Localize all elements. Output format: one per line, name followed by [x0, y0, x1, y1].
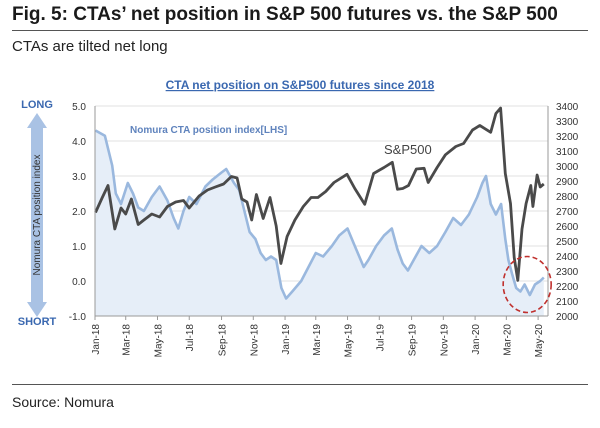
- right-tick-label: 2000: [556, 312, 579, 323]
- left-tick-label: -1.0: [69, 312, 87, 323]
- side-axis-label: Nomura CTA position index: [32, 155, 43, 276]
- figure-title: Fig. 5: CTAs’ net position in S&P 500 fu…: [12, 4, 558, 25]
- x-tick-label: Jul-19: [375, 324, 386, 352]
- axis-annotation-short: SHORT: [18, 316, 57, 328]
- right-tick-label: 2200: [556, 282, 579, 293]
- source-rule: [12, 384, 588, 385]
- right-tick-label: 2600: [556, 222, 579, 233]
- long-short-arrow: [27, 113, 47, 317]
- x-tick-label: Sep-18: [218, 324, 229, 357]
- x-tick-label: Jan-20: [471, 324, 482, 355]
- right-tick-label: 3000: [556, 162, 579, 173]
- right-tick-label: 3400: [556, 102, 579, 113]
- cta-position-chart: CTA net position on S&P500 futures since…: [17, 78, 579, 358]
- right-axis: 2000 2100 2200 2300 2400 2500 2600 2700 2800 2900…: [556, 102, 579, 323]
- spx-line-layer: [94, 106, 545, 282]
- index-area-layer: [94, 129, 545, 316]
- left-tick-label: 5.0: [72, 102, 86, 113]
- x-tick-label: Nov-19: [439, 324, 450, 357]
- index-area-fill: [95, 130, 544, 316]
- plot-frame: [94, 106, 549, 317]
- right-tick-label: 2400: [556, 252, 579, 263]
- right-tick-label: 2300: [556, 267, 579, 278]
- right-tick-label: 2900: [556, 177, 579, 188]
- chart-title: CTA net position on S&P500 futures since…: [166, 78, 435, 92]
- x-tick-label: Mar-20: [502, 324, 513, 356]
- x-tick-label: Sep-19: [408, 324, 419, 357]
- right-tick-label: 2800: [556, 192, 579, 203]
- series-label-index: Nomura CTA position index[LHS]: [130, 125, 287, 136]
- right-tick-label: 2700: [556, 207, 579, 218]
- right-tick-label: 3100: [556, 147, 579, 158]
- figure-subtitle: CTAs are tilted net long: [12, 38, 168, 55]
- left-axis: -1.0 0.0 1.0 2.0 3.0 4.0 5.0: [69, 102, 87, 323]
- right-tick-label: 3300: [556, 117, 579, 128]
- highlight-circle: [502, 255, 552, 314]
- left-tick-label: 0.0: [72, 277, 86, 288]
- x-tick-label: Jan-19: [281, 324, 292, 355]
- spx-series-line: [94, 106, 545, 282]
- x-axis: Jan-18 Mar-18 May-18 Jul-18 Sep-18 Nov-18 Jan-…: [91, 316, 545, 357]
- left-tick-label: 1.0: [72, 242, 86, 253]
- right-tick-label: 2100: [556, 297, 579, 308]
- index-series-line: [94, 129, 545, 300]
- x-tick-label: Mar-18: [122, 324, 133, 356]
- x-tick-label: May-20: [534, 324, 545, 358]
- left-tick-label: 3.0: [72, 172, 86, 183]
- x-tick-label: Jul-18: [185, 324, 196, 352]
- x-tick-label: Mar-19: [312, 324, 323, 356]
- left-tick-label: 4.0: [72, 137, 86, 148]
- right-tick-label: 3200: [556, 132, 579, 143]
- right-tick-label: 2500: [556, 237, 579, 248]
- axis-annotation-long: LONG: [21, 99, 53, 111]
- title-rule: [12, 30, 588, 31]
- series-label-spx: S&P500: [384, 142, 432, 157]
- x-tick-label: May-18: [154, 324, 165, 358]
- figure-source: Source: Nomura: [12, 394, 114, 410]
- x-tick-label: Nov-18: [249, 324, 260, 357]
- x-tick-label: Jan-18: [91, 324, 102, 355]
- x-tick-label: May-19: [344, 324, 355, 358]
- left-tick-label: 2.0: [72, 207, 86, 218]
